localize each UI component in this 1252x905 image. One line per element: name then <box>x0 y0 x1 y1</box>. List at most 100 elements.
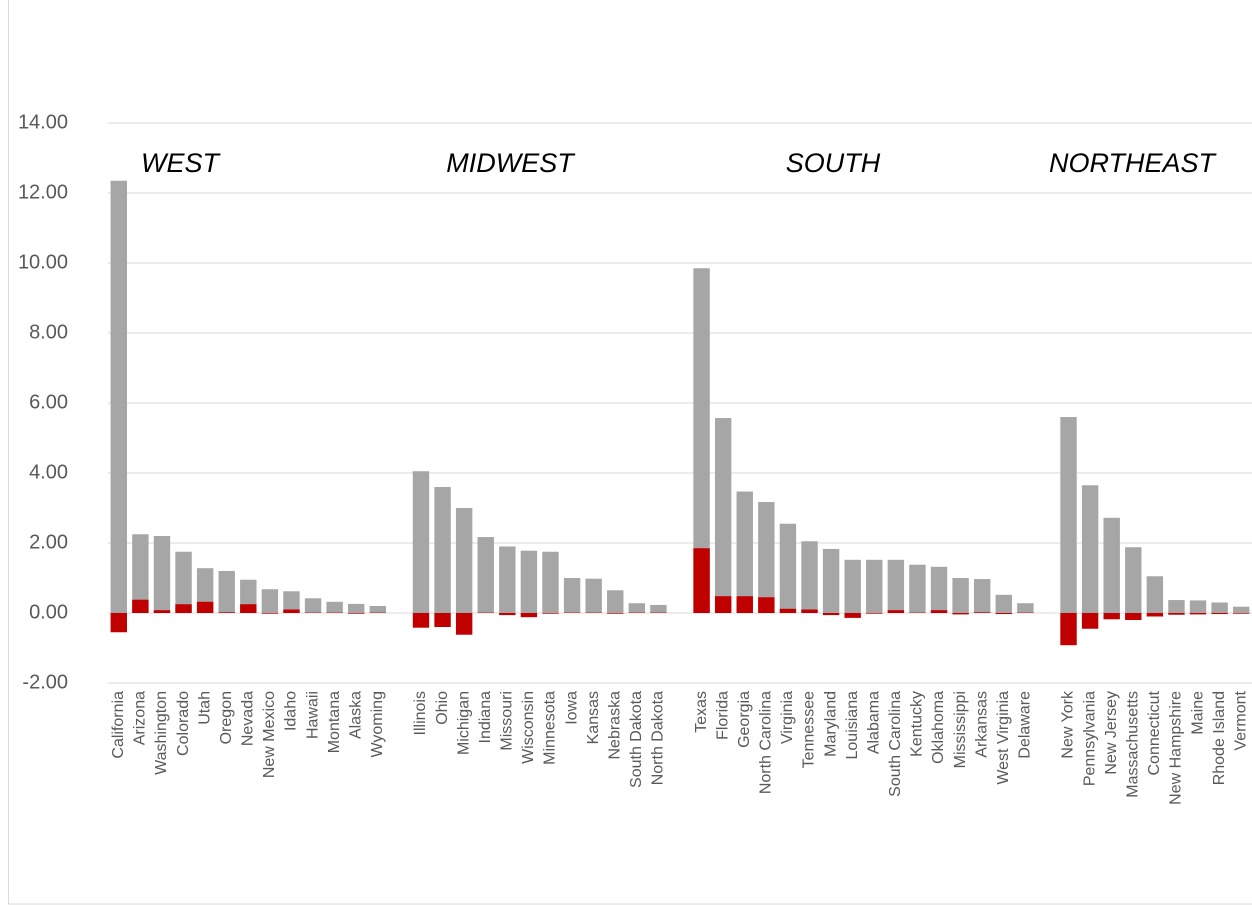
x-tick-label: Utah <box>196 691 213 725</box>
bar <box>499 613 516 616</box>
x-tick-label: California <box>110 691 127 759</box>
bar <box>1168 600 1185 613</box>
bar <box>1060 417 1077 613</box>
x-tick-label: North Dakota <box>650 691 667 785</box>
region-label: WEST <box>141 148 222 178</box>
x-tick-label: South Dakota <box>628 691 645 788</box>
bar <box>1146 576 1164 613</box>
x-tick-label: Alaska <box>347 691 364 739</box>
bar <box>736 596 753 613</box>
x-tick-label: Ohio <box>434 691 451 725</box>
y-tick-label: -2.00 <box>22 671 68 693</box>
x-tick-label: Oklahoma <box>930 691 947 764</box>
bar <box>1060 613 1077 646</box>
bar <box>887 610 905 613</box>
bar <box>1233 613 1250 614</box>
region-label: MIDWEST <box>446 148 576 178</box>
region-label: SOUTH <box>786 148 881 178</box>
bar <box>1081 485 1099 613</box>
bar <box>952 578 969 613</box>
x-tick-label: Missouri <box>499 691 516 751</box>
x-tick-label: Illinois <box>412 691 429 735</box>
bar <box>520 550 538 613</box>
bar <box>1168 613 1185 615</box>
x-tick-label: Virginia <box>779 691 796 744</box>
bar <box>801 541 818 613</box>
y-tick-label: 12.00 <box>18 181 68 203</box>
bar <box>304 598 322 613</box>
x-tick-label: Arizona <box>132 691 149 745</box>
bar <box>801 609 818 613</box>
bar <box>995 594 1012 613</box>
y-tick-label: 8.00 <box>29 321 68 343</box>
bar <box>607 590 624 613</box>
y-tick-label: 14.00 <box>18 111 68 133</box>
x-tick-label: Arkansas <box>973 691 990 758</box>
bar <box>973 612 991 613</box>
bar <box>650 604 667 613</box>
y-tick-label: 0.00 <box>29 601 68 623</box>
bar <box>240 604 257 613</box>
chart-frame <box>8 0 1252 905</box>
bar <box>261 589 279 613</box>
bar <box>196 601 214 613</box>
bar <box>434 613 451 627</box>
region-label: NORTHEAST <box>1049 148 1218 178</box>
y-tick-label: 2.00 <box>29 531 68 553</box>
x-tick-label: Washington <box>153 691 170 775</box>
x-tick-label: Iowa <box>563 691 580 725</box>
bar <box>412 613 430 628</box>
bar <box>175 604 192 613</box>
bar <box>455 508 473 613</box>
bar <box>1146 613 1164 617</box>
bar <box>412 471 430 613</box>
bar <box>736 491 753 613</box>
bar <box>455 613 473 635</box>
bar <box>1189 613 1207 615</box>
bar <box>369 606 387 613</box>
bar <box>1017 603 1034 613</box>
bar <box>132 599 149 613</box>
bar <box>973 579 991 613</box>
x-tick-label: New Hampshire <box>1168 691 1185 805</box>
bar <box>866 559 883 613</box>
y-tick-label: 6.00 <box>29 391 68 413</box>
x-tick-label: Rhode Island <box>1211 691 1228 785</box>
bar <box>1125 613 1142 620</box>
bar <box>326 601 343 613</box>
bar <box>477 537 494 613</box>
bar <box>218 612 235 613</box>
bar <box>261 613 279 614</box>
x-tick-label: Oregon <box>218 691 235 744</box>
bar <box>714 418 732 613</box>
x-tick-label: North Carolina <box>758 691 775 794</box>
bar <box>844 559 861 613</box>
x-tick-label: Texas <box>693 691 710 733</box>
x-tick-label: Michigan <box>455 691 472 755</box>
bar <box>110 613 127 633</box>
bar <box>779 608 797 613</box>
bar <box>995 613 1012 615</box>
bar <box>693 548 710 613</box>
bar <box>930 566 948 613</box>
x-tick-label: Delaware <box>1017 691 1034 759</box>
x-tick-label: Wyoming <box>369 691 386 758</box>
y-tick-label: 10.00 <box>18 251 68 273</box>
bar <box>930 610 948 613</box>
x-tick-label: Connecticut <box>1146 690 1163 775</box>
x-tick-label: Indiana <box>477 691 494 744</box>
bar <box>1233 606 1250 613</box>
bar <box>844 613 861 618</box>
bar <box>542 551 559 613</box>
x-tick-label: Pennsylvania <box>1081 691 1098 786</box>
bar <box>434 487 451 613</box>
x-tick-label: Alabama <box>865 691 882 754</box>
bar <box>1211 602 1228 613</box>
bar <box>866 613 883 614</box>
bar <box>909 564 926 613</box>
bar <box>132 534 149 613</box>
bar <box>693 268 710 613</box>
x-tick-label: New York <box>1060 690 1077 759</box>
x-tick-label: Louisiana <box>844 691 861 760</box>
bar <box>779 523 797 613</box>
